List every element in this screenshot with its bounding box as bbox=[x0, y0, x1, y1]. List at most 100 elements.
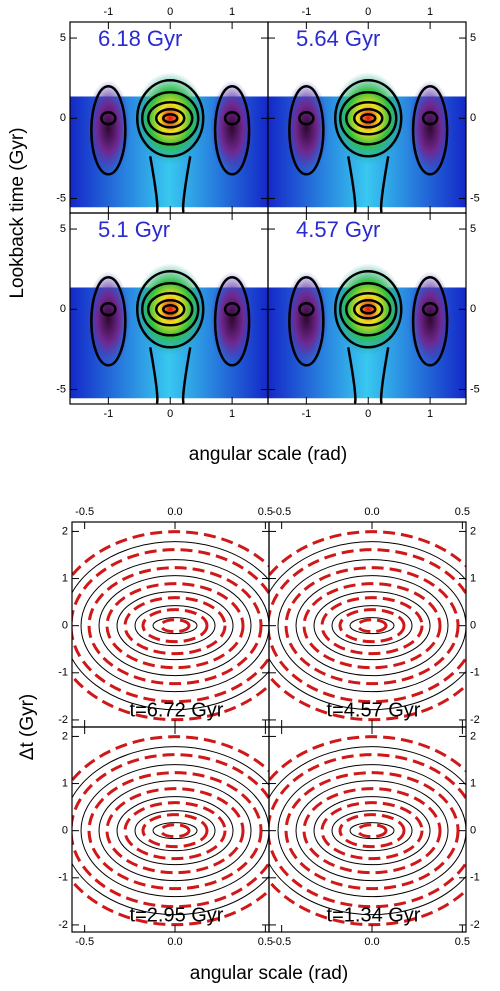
contour-line bbox=[213, 276, 251, 367]
contour-line bbox=[298, 302, 315, 317]
x-tick-label: 0 bbox=[167, 6, 173, 18]
contour-line bbox=[154, 108, 186, 129]
contour-line bbox=[331, 810, 413, 852]
contour-line bbox=[288, 276, 325, 367]
y-tick-label: 0 bbox=[470, 112, 476, 124]
contour-line bbox=[295, 575, 449, 677]
x-tick-label: -1 bbox=[301, 6, 311, 18]
heatmap-blob bbox=[134, 263, 207, 356]
contour-dashed bbox=[87, 566, 263, 686]
contour-line bbox=[349, 617, 395, 635]
heatmap-blob bbox=[210, 271, 255, 368]
heatmap-blob bbox=[210, 80, 255, 177]
contour-line bbox=[140, 91, 200, 146]
contour-line bbox=[333, 79, 403, 158]
contour-line bbox=[313, 796, 431, 866]
y-tick-label: 0 bbox=[62, 825, 68, 837]
contour-line bbox=[100, 302, 117, 317]
y-tick-label: 1 bbox=[470, 777, 476, 789]
x-tick-label: 0 bbox=[365, 6, 371, 18]
contour-dashed bbox=[123, 596, 227, 656]
x-tick-label: 0.0 bbox=[364, 506, 379, 518]
contour-line bbox=[359, 304, 377, 315]
y-tick-label: 2 bbox=[62, 525, 68, 537]
y-tick-label: -2 bbox=[470, 714, 480, 726]
contour-dashed bbox=[159, 823, 191, 839]
panel bbox=[268, 263, 466, 404]
contour-line bbox=[135, 79, 205, 158]
panel-label: t=2.95 Gyr bbox=[130, 904, 224, 926]
y-tick-label: -2 bbox=[58, 714, 68, 726]
y-tick-label: 0 bbox=[62, 620, 68, 632]
y-tick-label: 0 bbox=[60, 303, 66, 315]
y-tick-label: 5 bbox=[60, 223, 66, 235]
contour-line bbox=[269, 746, 466, 916]
contour-line bbox=[146, 292, 194, 327]
contour-line bbox=[146, 101, 194, 136]
contour-line bbox=[100, 111, 117, 126]
x-tick-label: -0.5 bbox=[272, 936, 291, 948]
x-tick-label: 0.5 bbox=[455, 506, 470, 518]
y-tick-label: 0 bbox=[470, 303, 476, 315]
contour-line bbox=[72, 746, 269, 916]
contour-dashed bbox=[320, 596, 424, 656]
contour-line bbox=[288, 85, 325, 176]
contour-line bbox=[331, 605, 413, 647]
x-tick-label: -1 bbox=[301, 408, 311, 420]
x-tick-label: -0.5 bbox=[272, 506, 291, 518]
contour-line bbox=[98, 780, 252, 882]
contour-line bbox=[269, 541, 466, 711]
contour-line bbox=[421, 302, 439, 317]
panel bbox=[70, 263, 268, 404]
contour-dashed bbox=[284, 566, 460, 686]
contour-line bbox=[90, 85, 127, 176]
y-tick-label: 1 bbox=[62, 572, 68, 584]
y-tick-label: 1 bbox=[62, 777, 68, 789]
contour-line bbox=[116, 591, 234, 661]
y-axis-label: Δt (Gyr) bbox=[17, 694, 38, 761]
x-tick-label: -0.5 bbox=[75, 506, 94, 518]
contour-line bbox=[152, 617, 198, 635]
x-axis-label: angular scale (rad) bbox=[190, 963, 348, 984]
y-tick-label: 0 bbox=[470, 825, 476, 837]
contour-line bbox=[344, 101, 392, 136]
contour-line bbox=[421, 111, 439, 126]
panel-frame bbox=[71, 726, 270, 933]
heatmap-blob bbox=[86, 271, 131, 368]
y-tick-label: -5 bbox=[56, 383, 66, 395]
y-tick-label: -1 bbox=[470, 667, 480, 679]
contour-dashed bbox=[338, 813, 406, 849]
panel-label: t=6.72 Gyr bbox=[130, 699, 224, 721]
x-tick-label: 0.0 bbox=[167, 936, 182, 948]
contour-line bbox=[80, 764, 269, 898]
contour-line bbox=[90, 276, 127, 367]
heatmap-blob bbox=[408, 271, 453, 368]
y-tick-label: 2 bbox=[470, 525, 476, 537]
contour-line bbox=[98, 575, 252, 677]
y-tick-label: 2 bbox=[62, 730, 68, 742]
contour-dashed bbox=[105, 582, 245, 670]
panel bbox=[70, 72, 268, 213]
x-tick-label: 0 bbox=[167, 408, 173, 420]
panel-label: 6.18 Gyr bbox=[98, 26, 182, 51]
panel bbox=[268, 72, 466, 213]
contour-line bbox=[213, 85, 251, 176]
panel bbox=[72, 530, 269, 722]
x-tick-label: -1 bbox=[103, 408, 113, 420]
contour-dashed bbox=[302, 787, 442, 875]
y-tick-label: -1 bbox=[58, 872, 68, 884]
panel-frame bbox=[268, 521, 467, 728]
contour-line bbox=[411, 276, 449, 367]
contour-line bbox=[72, 541, 269, 711]
heatmap-blob bbox=[332, 72, 405, 165]
y-tick-label: -2 bbox=[470, 919, 480, 931]
x-tick-label: 0.0 bbox=[364, 936, 379, 948]
heatmap-blob bbox=[332, 263, 405, 356]
contour-dashed bbox=[72, 530, 269, 722]
contour-line bbox=[134, 810, 216, 852]
contour-dashed bbox=[159, 618, 191, 634]
x-tick-label: 0 bbox=[365, 408, 371, 420]
contour-dashed bbox=[302, 582, 442, 670]
y-axis-label: Lookback time (Gyr) bbox=[7, 127, 28, 298]
contour-dashed bbox=[141, 608, 209, 644]
